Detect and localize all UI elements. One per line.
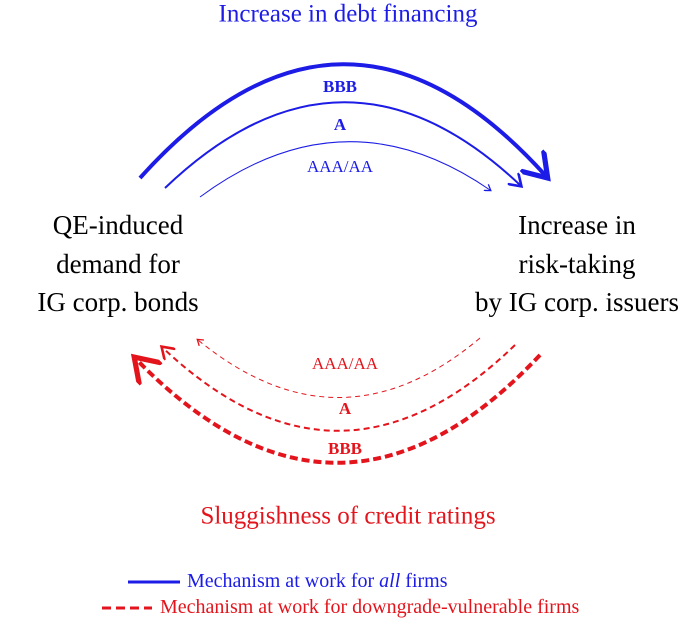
top-title: Increase in debt financing — [219, 1, 478, 28]
left-node-line: IG corp. bonds — [37, 287, 198, 317]
legend-entry: Mechanism at work for downgrade-vulnerab… — [160, 596, 580, 618]
arc-aaa-upper — [199, 141, 490, 198]
legend-text: firms — [400, 570, 447, 592]
legend-emphasis: all — [379, 570, 401, 592]
left-node-line: QE-induced — [53, 210, 184, 240]
arc-bbb-upper — [138, 62, 545, 178]
legend-text: Mechanism at work for downgrade-vulnerab… — [160, 596, 580, 618]
arc-a-upper — [164, 101, 520, 189]
arc-label: A — [339, 399, 352, 418]
arc-label: A — [334, 115, 347, 134]
left-node-line: demand for — [56, 249, 180, 279]
legend-text: Mechanism at work for — [187, 570, 379, 592]
arc-label: AAA/AA — [307, 157, 374, 176]
right-node-line: Increase in — [518, 210, 636, 240]
arc-label: BBB — [328, 439, 362, 458]
arc-label: BBB — [323, 77, 357, 96]
right-node-line: risk-taking — [519, 249, 636, 279]
arc-aaa-lower — [198, 337, 481, 398]
bottom-title: Sluggishness of credit ratings — [200, 503, 495, 530]
legend-entry: Mechanism at work for all firms — [187, 570, 448, 592]
right-node-line: by IG corp. issuers — [475, 287, 679, 317]
arc-label: AAA/AA — [312, 354, 379, 373]
arc-bbb-lower — [137, 353, 542, 465]
arc-a-lower — [163, 344, 516, 432]
